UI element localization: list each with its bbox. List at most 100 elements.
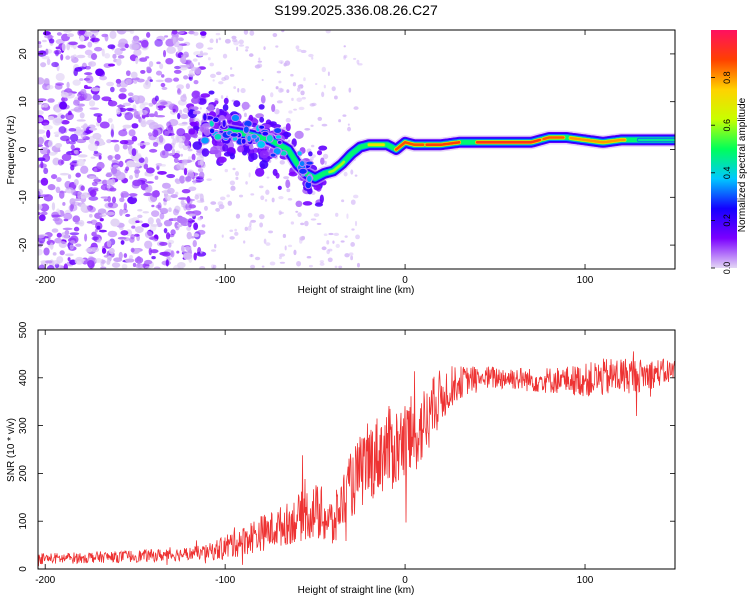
noise-blob — [116, 58, 122, 66]
noise-blob — [51, 202, 56, 211]
spectrogram-ridge — [200, 112, 675, 190]
noise-blob — [52, 157, 60, 166]
noise-speckle — [243, 240, 246, 244]
noise-blob — [127, 196, 138, 205]
noise-blob — [177, 224, 183, 228]
transition-blob — [277, 185, 282, 190]
noise-blob — [45, 260, 53, 264]
noise-blob — [90, 219, 98, 225]
snr-y-tick-label: 0 — [18, 566, 29, 572]
noise-speckle — [323, 84, 326, 89]
noise-speckle — [199, 266, 206, 269]
noise-blob — [144, 240, 153, 249]
noise-speckle — [209, 73, 216, 79]
noise-blob — [80, 125, 88, 129]
noise-blob — [40, 161, 44, 169]
noise-speckle — [285, 117, 291, 123]
noise-speckle — [300, 90, 305, 96]
noise-blob — [132, 179, 142, 187]
noise-blob — [183, 252, 193, 260]
noise-speckle — [199, 250, 203, 254]
noise-speckle — [295, 210, 299, 213]
noise-blob — [177, 112, 181, 120]
noise-blob — [125, 160, 136, 168]
noise-blob — [125, 107, 134, 112]
noise-speckle — [284, 60, 291, 66]
snr-x-tick-label: 0 — [402, 575, 408, 586]
noise-blob — [140, 69, 146, 74]
noise-blob — [168, 207, 172, 213]
transition-blob — [233, 100, 241, 108]
noise-blob — [53, 131, 62, 135]
noise-blob — [154, 38, 163, 47]
noise-blob — [172, 108, 176, 113]
noise-blob — [138, 109, 148, 116]
colorbar-tick-label: 0.2 — [722, 214, 732, 227]
noise-blob — [54, 134, 59, 138]
transition-blob — [242, 144, 249, 153]
noise-speckle — [279, 253, 286, 257]
noise-blob — [114, 47, 123, 56]
noise-blob — [90, 247, 100, 253]
noise-blob — [187, 73, 195, 77]
noise-speckle — [332, 240, 335, 244]
ridge-clump — [221, 119, 227, 129]
noise-blob — [132, 104, 137, 110]
noise-blob — [122, 128, 127, 132]
noise-blob — [70, 55, 75, 60]
noise-blob — [201, 224, 206, 228]
noise-speckle — [351, 228, 355, 231]
noise-blob — [195, 177, 204, 183]
noise-blob — [128, 217, 138, 225]
noise-blob — [101, 247, 107, 254]
noise-speckle — [238, 44, 245, 47]
noise-blob — [83, 86, 92, 89]
transition-blob — [259, 160, 269, 169]
spectrogram-blobs — [38, 30, 363, 269]
noise-speckle — [279, 261, 286, 264]
spectrogram-x-label: Height of straight line (km) — [298, 285, 415, 296]
noise-speckle — [231, 38, 238, 43]
noise-speckle — [229, 73, 235, 77]
noise-blob — [58, 241, 68, 249]
noise-blob — [106, 81, 115, 87]
noise-blob — [163, 143, 173, 152]
transition-blob — [320, 157, 325, 165]
noise-speckle — [211, 249, 217, 252]
noise-blob — [84, 233, 88, 242]
noise-speckle — [290, 73, 294, 77]
ridge-clump — [200, 136, 210, 145]
noise-blob — [84, 49, 93, 56]
noise-blob — [133, 48, 142, 57]
noise-blob — [160, 101, 168, 106]
noise-blob — [164, 77, 173, 83]
noise-speckle — [192, 31, 199, 36]
transition-blob — [223, 97, 229, 105]
noise-speckle — [235, 213, 241, 219]
noise-blob — [90, 37, 100, 43]
noise-blob — [157, 170, 167, 175]
noise-blob — [38, 214, 46, 222]
noise-speckle — [245, 181, 248, 185]
noise-blob — [55, 142, 63, 148]
noise-blob — [146, 119, 156, 126]
snr-y-tick-label: 400 — [18, 369, 29, 386]
noise-speckle — [249, 221, 252, 227]
transition-blob — [213, 149, 219, 155]
noise-blob — [40, 211, 48, 216]
noise-blob — [80, 165, 89, 174]
noise-speckle — [218, 37, 222, 41]
snr-y-axis: 0 100 200 300 400 500 — [18, 321, 675, 572]
noise-speckle — [218, 204, 225, 210]
transition-blob — [208, 90, 215, 95]
noise-blob — [135, 263, 145, 269]
transition-blob — [285, 123, 291, 132]
noise-blob — [159, 241, 168, 246]
noise-speckle — [199, 107, 202, 110]
noise-blob — [52, 117, 62, 126]
noise-blob — [85, 75, 94, 84]
noise-blob — [185, 202, 193, 211]
noise-blob — [167, 187, 175, 195]
noise-speckle — [276, 100, 283, 104]
noise-blob — [67, 174, 72, 179]
